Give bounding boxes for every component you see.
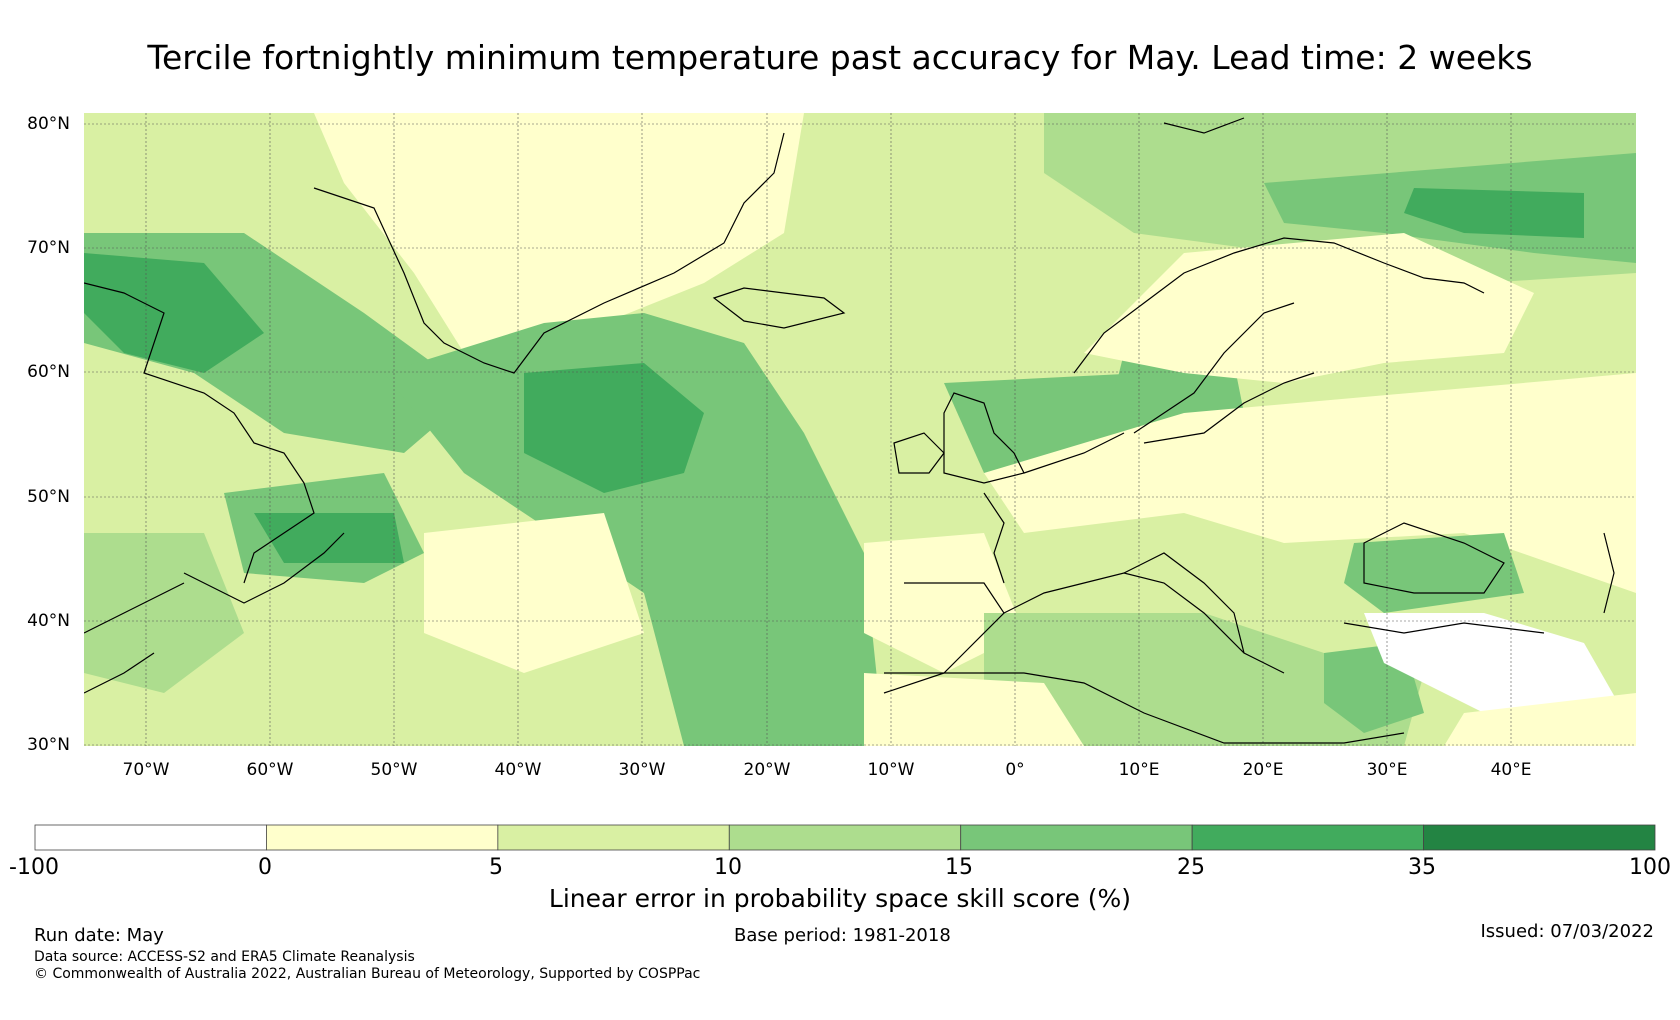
coast-italy: [1123, 552, 1245, 654]
coast-africa: [883, 672, 1405, 744]
coast-iceland: [712, 287, 846, 329]
coast-europe-west: [1023, 432, 1125, 474]
run-date: Run date: May: [34, 925, 164, 946]
colorbar-tick-35: 35: [1408, 855, 1436, 880]
coast-baltic-south: [1143, 372, 1315, 444]
colorbar-tick-100: 100: [1629, 855, 1671, 880]
lon-label-40w: 40°W: [494, 760, 542, 780]
coast-turkey: [1343, 622, 1545, 634]
colorbar-box-2: [497, 824, 730, 851]
colorbar-box-6: [1423, 824, 1656, 851]
lon-label-60w: 60°W: [246, 760, 294, 780]
lon-label-30e: 30°E: [1366, 760, 1408, 780]
colorbar-tick-5: 5: [489, 855, 503, 880]
lat-label-30n: 30°N: [27, 735, 70, 755]
lon-label-40e: 40°E: [1490, 760, 1532, 780]
copyright: © Commonwealth of Australia 2022, Austra…: [34, 966, 701, 982]
coast-greenland: [313, 132, 785, 374]
lon-label-50w: 50°W: [370, 760, 418, 780]
region-azores: [424, 513, 644, 673]
lat-label-70n: 70°N: [27, 238, 70, 258]
region-atlantic-core: [524, 363, 704, 493]
base-period: Base period: 1981-2018: [734, 925, 951, 946]
coast-uk: [943, 392, 1025, 484]
coast-scandinavia: [1073, 237, 1485, 374]
region-me: [1444, 693, 1636, 746]
colorbar-box-1: [266, 824, 499, 851]
region-europe: [984, 373, 1636, 593]
colorbar-box-3: [728, 824, 962, 851]
skill-regions: [84, 113, 1636, 746]
lat-label-40n: 40°N: [27, 611, 70, 631]
coast-ireland: [893, 432, 945, 474]
lon-label-10e: 10°E: [1118, 760, 1160, 780]
coast-nova-scotia: [183, 532, 345, 604]
colorbar-tick-0: 0: [258, 855, 272, 880]
coast-med-north: [1003, 572, 1285, 674]
issued-date: Issued: 07/03/2022: [1480, 921, 1654, 942]
lat-label-80n: 80°N: [27, 114, 70, 134]
lon-label-70w: 70°W: [122, 760, 170, 780]
graticule: [84, 113, 1636, 746]
coast-useast: [84, 582, 185, 634]
region-africa: [864, 673, 1084, 746]
coast-caspian: [1603, 532, 1615, 614]
lon-label-30w: 30°W: [618, 760, 666, 780]
region-med: [984, 613, 1424, 746]
colorbar: [34, 824, 1656, 851]
colorbar-tick-10: 10: [714, 855, 742, 880]
coastlines: [84, 117, 1615, 744]
region-useast: [84, 533, 244, 693]
lon-label-10w: 10°W: [867, 760, 915, 780]
region-greenland: [314, 113, 804, 373]
lon-label-0: 0°: [1005, 760, 1025, 780]
coast-iberia: [884, 582, 1005, 674]
region-central-atlantic: [384, 313, 884, 746]
skill-score-map: [84, 113, 1636, 746]
colorbar-tick-15: 15: [945, 855, 973, 880]
region-barents-peak: [1404, 188, 1584, 238]
colorbar-boxes: [34, 824, 1656, 851]
colorbar-box-5: [1191, 824, 1424, 851]
lon-label-20w: 20°W: [743, 760, 791, 780]
lat-label-50n: 50°N: [27, 487, 70, 507]
colorbar-label: Linear error in probability space skill …: [548, 884, 1132, 913]
lon-label-20e: 20°E: [1242, 760, 1284, 780]
coast-useast-south: [84, 652, 155, 694]
colorbar-tick-neg100: -100: [9, 855, 59, 880]
region-scandinavia: [1084, 233, 1534, 383]
data-source: Data source: ACCESS-S2 and ERA5 Climate …: [34, 949, 415, 965]
region-baffin: [84, 253, 264, 373]
map-title: Tercile fortnightly minimum temperature …: [147, 38, 1533, 77]
region-newfoundland-peak: [254, 513, 404, 563]
coast-labrador: [84, 282, 315, 584]
coast-france: [983, 492, 1005, 584]
lat-label-60n: 60°N: [27, 362, 70, 382]
colorbar-box-4: [960, 824, 1193, 851]
colorbar-tick-25: 25: [1177, 855, 1205, 880]
coast-svalbard: [1163, 117, 1245, 134]
coast-blacksea: [1363, 522, 1505, 594]
colorbar-box-0: [34, 824, 267, 851]
coast-sweden: [1133, 302, 1295, 434]
